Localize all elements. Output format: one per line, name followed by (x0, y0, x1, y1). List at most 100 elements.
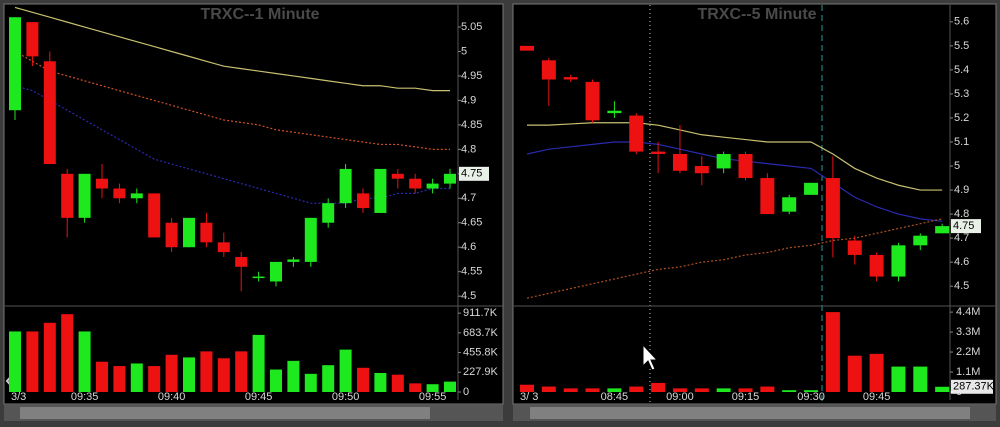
chart-title: TRXC--5 Minute (697, 6, 816, 23)
y-tick-label: 4.5 (954, 280, 969, 292)
y-tick-label: 4.9 (461, 94, 476, 106)
volume-tick-label: 2.2M (956, 346, 980, 358)
moving-average (526, 218, 943, 299)
volume-bar (148, 366, 161, 392)
volume-tick-label: 0 (463, 386, 469, 398)
scroll-thumb[interactable] (530, 407, 970, 419)
volume-tick-label: 911.7K (463, 307, 498, 319)
candle-body (9, 17, 21, 111)
moving-average (14, 6, 450, 92)
y-tick-label: 4.8 (461, 143, 476, 155)
candle-body (541, 60, 556, 80)
volume-bar (9, 331, 21, 392)
candle-body (444, 173, 456, 184)
candle-body (148, 193, 161, 238)
candle-body (520, 45, 534, 51)
candle-body (130, 193, 143, 199)
candle-body (563, 77, 578, 80)
candle-body (391, 173, 404, 179)
candle-body (935, 226, 950, 234)
volume-bar (200, 351, 213, 392)
volume-bar (913, 366, 928, 392)
y-tick-label: 4.7 (461, 192, 476, 204)
volume-bar (804, 390, 819, 392)
volume-bar (96, 361, 108, 392)
scroll-thumb[interactable] (20, 407, 430, 419)
y-tick-label: 4.85 (461, 119, 482, 131)
y-tick-label: 4.6 (461, 241, 476, 253)
moving-average (14, 85, 450, 204)
volume-bar (891, 366, 906, 392)
candle-body (913, 235, 928, 246)
x-tick-label: 09:35 (71, 391, 99, 403)
candle-body (96, 178, 108, 189)
x-tick-label: 09:00 (666, 391, 694, 403)
volume-bar (270, 369, 282, 392)
y-tick-label: 4.65 (461, 217, 482, 229)
y-tick-label: 4.55 (461, 266, 482, 278)
y-tick-label: 5.6 (954, 16, 969, 28)
candle-body (374, 168, 387, 213)
x-tick-label: 09:30 (797, 391, 825, 403)
x-tick-label: 09:45 (245, 391, 273, 403)
candle-body (825, 178, 840, 239)
volume-bar (585, 388, 600, 392)
y-tick-label: 5.4 (954, 64, 969, 76)
volume-bar (607, 388, 622, 392)
volume-bar (409, 383, 422, 392)
moving-average (527, 122, 943, 191)
volume-tick-label: 227.9K (463, 366, 499, 378)
candle-body (607, 110, 622, 114)
volume-bar (629, 386, 644, 392)
last-volume-badge (951, 379, 993, 394)
y-tick-label: 4.8 (954, 208, 969, 220)
x-tick-label: 09:55 (419, 391, 447, 403)
volume-bar (304, 373, 317, 392)
volume-bar (322, 365, 335, 392)
volume-bar (43, 322, 56, 392)
chart-title: TRXC--1 Minute (200, 6, 319, 23)
candle-body (78, 173, 91, 218)
last-price: 4.75 (461, 168, 482, 180)
volume-bar (738, 388, 753, 392)
y-tick-label: 5 (461, 45, 467, 57)
volume-bar (563, 388, 578, 392)
candle-body (217, 242, 230, 253)
candle-body (804, 182, 819, 195)
volume-bar (391, 374, 404, 392)
volume-bar (374, 372, 387, 392)
last-price-badge (951, 219, 981, 234)
candle-body (426, 183, 439, 189)
volume-bar (426, 384, 439, 392)
volume-bar (847, 355, 862, 392)
y-tick-label: 5.3 (954, 88, 969, 100)
volume-bar (651, 382, 666, 392)
candle-body (738, 154, 753, 179)
volume-bar (26, 331, 39, 392)
volume-bar (444, 381, 456, 392)
candle-body (760, 178, 775, 215)
y-tick-label: 5.1 (954, 136, 969, 148)
volume-bar (825, 312, 840, 392)
volume-bar (672, 388, 687, 392)
candle-body (252, 276, 265, 279)
date-label: 3/3 (11, 391, 26, 403)
x-tick-label: 09:40 (158, 391, 186, 403)
candle-body (847, 240, 862, 255)
volume-bar (61, 314, 74, 392)
volume-bar (869, 353, 884, 392)
volume-bar (113, 366, 126, 392)
y-tick-label: 4.7 (954, 232, 969, 244)
volume-bar (217, 358, 230, 392)
volume-bar (287, 360, 300, 392)
volume-bar (935, 386, 950, 392)
y-tick-label: 4.95 (461, 70, 482, 82)
candle-body (782, 197, 797, 212)
candle-body (585, 81, 600, 121)
last-volume: 287.37K (953, 381, 995, 393)
candle-body (651, 151, 666, 154)
volume-bar (130, 363, 143, 392)
volume-bar (782, 390, 797, 392)
